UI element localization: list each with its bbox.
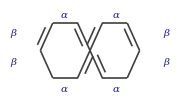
Text: α: α [112, 85, 119, 94]
Text: β: β [163, 29, 169, 38]
Text: β: β [11, 58, 17, 67]
Text: α: α [112, 11, 119, 20]
Text: β: β [163, 58, 169, 67]
Text: β: β [11, 29, 17, 38]
Text: α: α [61, 85, 68, 94]
Text: α: α [61, 11, 68, 20]
